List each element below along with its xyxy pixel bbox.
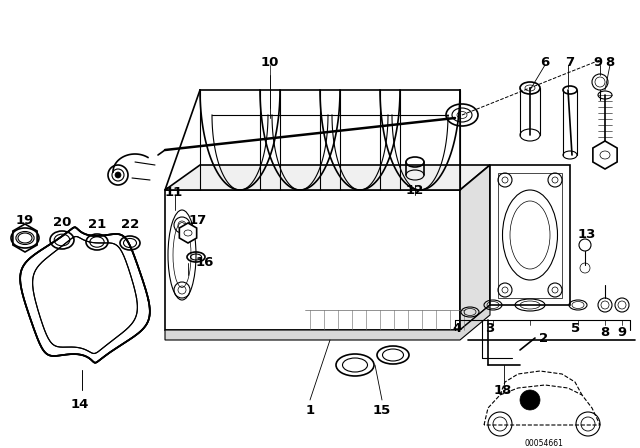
Circle shape: [520, 390, 540, 410]
Text: 00054661: 00054661: [525, 439, 563, 448]
Text: 11: 11: [165, 185, 183, 198]
Text: 19: 19: [16, 214, 34, 227]
Polygon shape: [460, 165, 490, 330]
Text: 14: 14: [71, 399, 89, 412]
Text: 8: 8: [600, 327, 610, 340]
Text: 9: 9: [618, 327, 627, 340]
Text: 22: 22: [121, 219, 139, 232]
Text: 7: 7: [565, 56, 575, 69]
Polygon shape: [165, 165, 490, 190]
Text: 5: 5: [572, 322, 580, 335]
Text: 4: 4: [452, 322, 461, 335]
Polygon shape: [165, 190, 460, 330]
Polygon shape: [179, 223, 196, 243]
Text: 17: 17: [189, 214, 207, 227]
Text: 16: 16: [196, 255, 214, 268]
Text: 2: 2: [540, 332, 548, 345]
Circle shape: [115, 172, 121, 178]
Text: 10: 10: [261, 56, 279, 69]
Polygon shape: [490, 165, 570, 305]
Text: 21: 21: [88, 217, 106, 231]
Polygon shape: [165, 305, 490, 340]
Text: 13: 13: [578, 228, 596, 241]
Text: 15: 15: [373, 404, 391, 417]
Text: 12: 12: [406, 184, 424, 197]
Text: 18: 18: [494, 383, 512, 396]
Text: 9: 9: [593, 56, 603, 69]
Text: 1: 1: [305, 404, 315, 417]
Polygon shape: [593, 141, 617, 169]
PathPatch shape: [20, 227, 150, 363]
Text: 8: 8: [605, 56, 614, 69]
Text: 3: 3: [485, 322, 495, 335]
Polygon shape: [13, 224, 37, 252]
Text: 6: 6: [540, 56, 550, 69]
Text: 20: 20: [53, 215, 71, 228]
